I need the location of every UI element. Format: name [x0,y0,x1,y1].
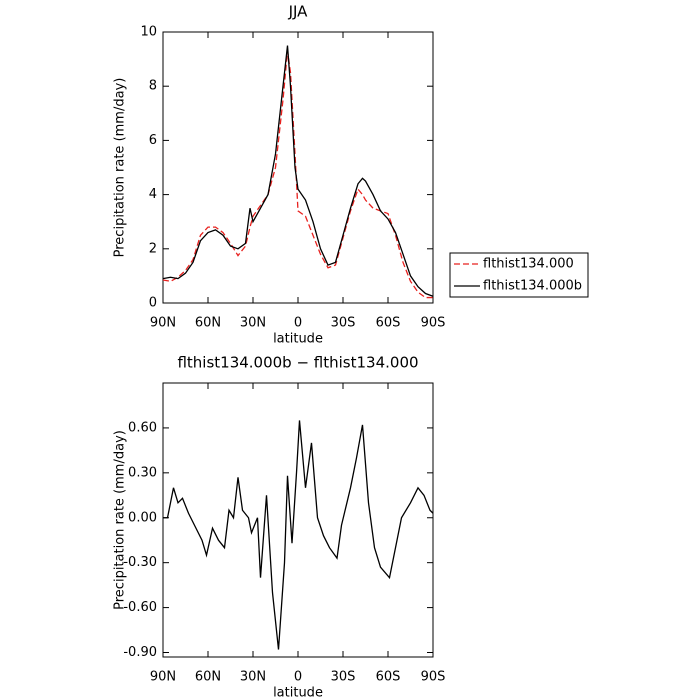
legend-label: flthist134.000b [483,279,582,294]
x-tick-label: 60N [195,316,221,331]
chart-title: JJA [288,3,309,21]
x-tick-label: 90N [150,670,176,685]
x-tick-label: 0 [294,316,302,331]
y-tick-label: 0.60 [128,420,157,435]
x-tick-label: 90S [421,670,446,685]
y-tick-label: 0 [149,296,157,311]
y-tick-label: 8 [149,79,157,94]
y-tick-label: 6 [149,133,157,148]
plot-frame [162,31,434,304]
data-line [163,420,434,650]
y-tick-label: 0.30 [128,465,157,480]
x-tick-label: 30S [331,316,356,331]
chart-title: flthist134.000b − flthist134.000 [177,354,418,372]
y-tick-label: 4 [149,187,157,202]
x-tick-label: 90N [150,316,176,331]
y-tick-label: -0.60 [123,600,157,615]
plot-frame [162,382,434,658]
x-axis-label: latitude [273,332,323,347]
legend-label: flthist134.000 [483,257,574,272]
y-tick-label: 10 [140,25,157,40]
data-line [162,45,434,297]
data-line [162,50,433,299]
x-tick-label: 30N [240,316,266,331]
x-tick-label: 30S [331,670,356,685]
y-axis-label: Precipitation rate (mm/day) [113,430,128,610]
x-tick-label: 60N [195,670,221,685]
x-tick-label: 60S [376,316,401,331]
y-tick-label: 2 [149,241,157,256]
y-tick-label: -0.90 [123,645,157,660]
y-tick-label: 0.00 [128,510,157,525]
y-axis-label: Precipitation rate (mm/day) [113,78,128,258]
x-tick-label: 60S [376,670,401,685]
x-tick-label: 0 [294,670,302,685]
x-tick-label: 90S [421,316,446,331]
y-tick-label: -0.30 [123,555,157,570]
x-axis-label: latitude [273,686,323,700]
x-tick-label: 30N [240,670,266,685]
legend-box [449,252,589,298]
